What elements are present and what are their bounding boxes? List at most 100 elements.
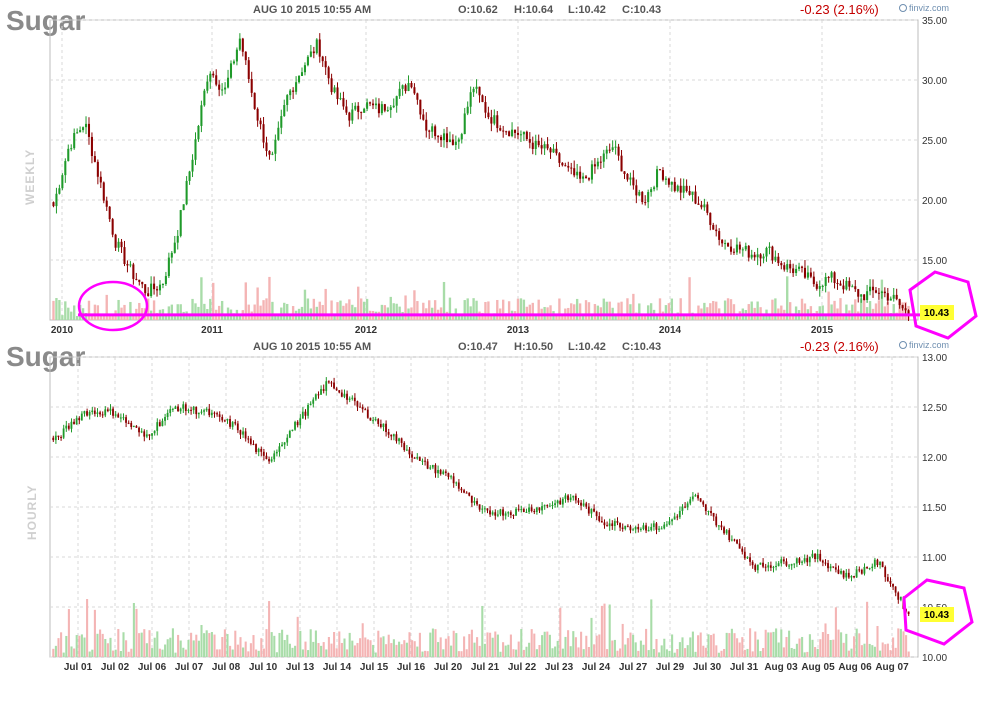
- candle-body: [689, 499, 692, 504]
- volume-bar: [483, 643, 486, 657]
- volume-bar: [863, 643, 866, 657]
- candle-body: [637, 527, 640, 530]
- candle-body: [147, 293, 150, 296]
- candle-body: [322, 389, 325, 391]
- volume-bar: [473, 642, 476, 657]
- candle-body: [187, 409, 190, 411]
- candle-body: [535, 507, 538, 513]
- volume-bar: [777, 642, 780, 657]
- candle-body: [850, 576, 853, 578]
- candle-body: [227, 77, 230, 88]
- candle-body: [348, 398, 351, 400]
- candle-body: [871, 566, 874, 569]
- volume-bar: [299, 630, 302, 657]
- candle-body: [460, 134, 463, 140]
- volume-bar: [268, 601, 271, 657]
- y-tick-label: 11.50: [922, 503, 947, 514]
- volume-bar: [351, 640, 354, 657]
- volume-bar: [309, 629, 312, 657]
- candle-body: [582, 176, 585, 179]
- volume-bar: [486, 632, 489, 657]
- candle-body: [395, 434, 398, 442]
- candle-body: [320, 389, 322, 395]
- x-tick-label: 2014: [659, 325, 682, 336]
- candle-body: [395, 96, 398, 106]
- candle-body: [513, 129, 517, 133]
- volume-bar: [889, 313, 892, 320]
- candle-body: [440, 136, 443, 141]
- price-hexagon: [902, 578, 974, 646]
- volume-bar: [374, 652, 377, 657]
- candle-body: [239, 430, 242, 435]
- candle-body: [561, 498, 564, 505]
- candle-body: [336, 87, 339, 100]
- candle-body: [647, 530, 650, 532]
- volume-bar: [203, 303, 206, 320]
- volume-bar: [678, 642, 681, 657]
- candle-body: [360, 111, 363, 113]
- volume-bar: [428, 300, 431, 320]
- candle-body: [623, 171, 626, 175]
- candle-body: [624, 525, 627, 529]
- volume-bar: [220, 300, 224, 320]
- volume-bar: [845, 304, 848, 320]
- candle-body: [818, 286, 821, 289]
- volume-bar: [866, 601, 869, 657]
- candle-body: [595, 511, 598, 517]
- volume-bar: [629, 304, 632, 320]
- volume-bar: [788, 630, 791, 657]
- volume-bar: [61, 315, 64, 320]
- candle-body: [709, 212, 712, 225]
- candle-body: [811, 553, 814, 557]
- volume-bar: [203, 633, 206, 657]
- candle-body: [418, 457, 421, 461]
- candle-body: [671, 519, 673, 522]
- volume-bar: [385, 644, 388, 657]
- candle-body: [151, 433, 153, 436]
- candle-body: [715, 516, 718, 526]
- volume-bar: [405, 642, 408, 657]
- candle-body: [767, 565, 770, 568]
- candle-body: [465, 492, 468, 494]
- volume-bar: [416, 646, 419, 657]
- candle-body: [445, 133, 449, 143]
- volume-bar: [735, 314, 739, 320]
- volume-bar: [167, 306, 171, 320]
- candle-body: [821, 285, 824, 287]
- volume-bar: [756, 301, 759, 320]
- y-tick-label: 35.00: [922, 16, 947, 27]
- volume-bar: [897, 628, 900, 657]
- candle-body: [691, 496, 694, 500]
- volume-bar: [676, 649, 679, 657]
- candle-body: [721, 239, 724, 244]
- candle-body: [255, 444, 257, 453]
- volume-bar: [754, 631, 757, 657]
- volume-bar: [827, 291, 830, 320]
- volume-bar: [585, 635, 588, 657]
- candle-body: [392, 105, 395, 108]
- candle-body: [632, 177, 635, 186]
- volume-bar: [725, 632, 728, 657]
- candle-body: [132, 264, 135, 279]
- candle-body: [502, 130, 505, 132]
- candle-body: [96, 161, 99, 177]
- finviz-logo-icon: [899, 341, 907, 349]
- volume-bar: [232, 313, 236, 320]
- candle-body: [473, 500, 476, 503]
- candle-body: [543, 505, 546, 507]
- candle-body: [892, 583, 894, 587]
- candle-body: [582, 503, 585, 506]
- volume-bar: [502, 299, 505, 320]
- volume-bar: [774, 298, 777, 320]
- volume-bar: [125, 640, 128, 657]
- candle-body: [221, 416, 224, 421]
- volume-bar: [605, 301, 608, 320]
- candle-body: [73, 133, 76, 149]
- candle-body: [229, 63, 233, 78]
- candle-body: [679, 185, 682, 193]
- volume-bar: [343, 638, 346, 657]
- candle-body: [52, 202, 55, 207]
- candle-body: [108, 206, 111, 220]
- candle-body: [291, 429, 294, 432]
- volume-bar: [359, 298, 363, 320]
